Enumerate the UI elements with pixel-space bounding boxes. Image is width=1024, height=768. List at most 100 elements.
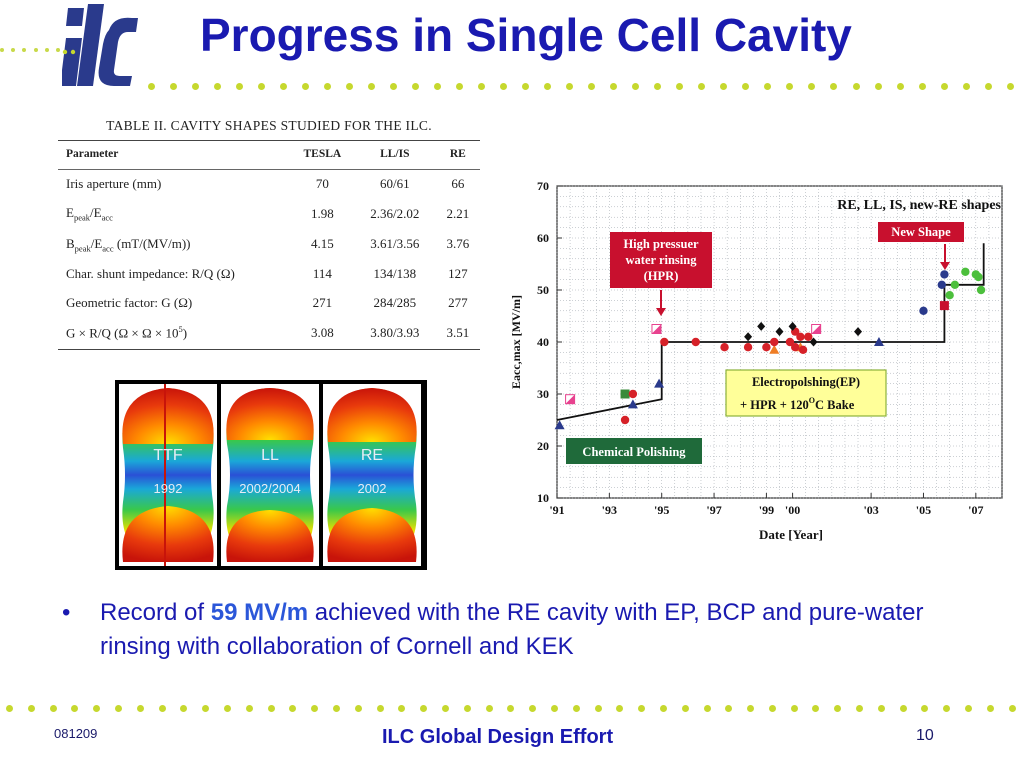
- table-cell: 2.21: [446, 205, 470, 221]
- new-shape-arrow-head: [940, 262, 950, 270]
- table-cell: 3.80/3.93: [370, 324, 420, 340]
- circle-data-point: [937, 280, 946, 289]
- new-shape-label: New Shape: [891, 225, 951, 239]
- x-tick-label: '97: [706, 503, 721, 517]
- cavity-re: RE 2002: [323, 384, 421, 566]
- column-header: RE: [433, 140, 480, 170]
- cavity-ttf-image: [119, 384, 217, 566]
- chart-title: RE, LL, IS, new-RE shapes: [837, 198, 1001, 213]
- row-label: Geometric factor: G (Ω): [66, 295, 193, 311]
- table-cell: 277: [448, 295, 468, 311]
- page-number: 10: [916, 727, 934, 744]
- x-tick-label: '03: [863, 503, 878, 517]
- cavity-year: 2002/2004: [239, 481, 301, 496]
- ep-annotation-box: [725, 369, 887, 417]
- new-shape-box: [878, 222, 964, 242]
- circle-data-point: [796, 332, 805, 341]
- circle-data-point: [798, 345, 808, 354]
- row-label: Bpeak/Eacc (mT/(MV/m)): [66, 235, 191, 254]
- cavity-ll-image: [221, 384, 319, 566]
- y-tick-label: 60: [537, 231, 549, 245]
- triangle-data-point: [654, 378, 665, 388]
- top-left-dot-row: [0, 46, 60, 54]
- circle-data-point: [691, 337, 700, 347]
- cavity-name: RE: [360, 447, 384, 464]
- table-cell: 134/138: [373, 266, 417, 282]
- y-tick-label: 10: [537, 491, 549, 505]
- circle-data-point: [919, 306, 928, 315]
- circle-data-point: [720, 343, 729, 352]
- square-data-point-fill: [651, 324, 661, 334]
- column-header: TESLA: [288, 140, 354, 170]
- circle-data-point: [804, 332, 813, 341]
- circle-data-point: [791, 343, 800, 352]
- circle-data-point: [743, 343, 753, 352]
- x-tick-label: '00: [785, 503, 800, 517]
- diamond-data-point: [744, 332, 753, 342]
- table-cell: 60/61: [379, 176, 410, 191]
- circle-data-point: [660, 337, 669, 347]
- footer-center-text: ILC Global Design Effort: [382, 726, 614, 748]
- table-cell: 3.61/3.56: [370, 236, 420, 252]
- cavity-re-image: [323, 384, 421, 566]
- hpr-annotation-box: [610, 232, 712, 288]
- table-row: Iris aperture (mm) 70 60/61 66: [58, 170, 480, 200]
- footer-date: 081209: [54, 726, 98, 741]
- circle-data-point: [961, 267, 970, 276]
- hpr-arrow-head: [656, 308, 666, 316]
- x-tick-label: '93: [602, 503, 617, 517]
- table-cell: 3.76: [446, 236, 470, 252]
- hpr-line-1: High pressuer: [623, 237, 699, 251]
- diamond-data-point: [809, 337, 818, 347]
- column-header: LL/IS: [353, 140, 434, 170]
- record-value-highlight: 59 MV/m: [210, 599, 309, 626]
- row-label: Char. shunt impedance: R/Q (Ω): [66, 266, 235, 282]
- ep-line-1: Electropolshing(EP): [752, 375, 860, 389]
- row-label: Epeak/Eacc: [66, 205, 113, 223]
- triangle-data-point: [627, 399, 638, 409]
- row-label: G × R/Q (Ω × Ω × 105): [66, 324, 188, 341]
- x-tick-label: '95: [654, 503, 669, 517]
- cavity-ttf: TTF 1992: [119, 384, 217, 566]
- chemical-polishing-box: [566, 438, 702, 464]
- x-tick-label: '05: [916, 503, 931, 517]
- ilc-logo-icon: [62, 4, 138, 86]
- cavity-year: 2002: [357, 481, 387, 496]
- table-cell: 114: [312, 266, 332, 282]
- table-row: Bpeak/Eacc (mT/(MV/m)) 4.15 3.61/3.56 3.…: [58, 230, 480, 261]
- table-cell: 4.15: [310, 236, 334, 252]
- table-cell: 3.51: [446, 324, 470, 340]
- y-tick-label: 70: [537, 179, 549, 193]
- circle-data-point: [620, 415, 630, 425]
- table-row: Epeak/Eacc 1.98 2.36/2.02 2.21: [58, 199, 480, 230]
- x-tick-label: '91: [549, 503, 564, 517]
- triangle-data-point: [873, 337, 884, 346]
- circle-data-point: [940, 270, 949, 279]
- circle-data-point: [950, 280, 960, 289]
- cavity-year: 1992: [153, 481, 183, 496]
- chart-marks: [554, 267, 986, 430]
- y-tick-label: 40: [537, 335, 549, 349]
- table-row: Char. shunt impedance: R/Q (Ω) 114 134/1…: [58, 260, 480, 289]
- slide-title: Progress in Single Cell Cavity: [200, 9, 852, 61]
- diamond-data-point: [788, 321, 797, 331]
- table-row: G × R/Q (Ω × Ω × 105) 3.08 3.80/3.93 3.5…: [58, 318, 480, 349]
- cavity-name: TTF: [153, 447, 183, 464]
- square-data-point: [620, 389, 630, 399]
- ep-line-2: + HPR + 120OC Bake: [740, 396, 855, 412]
- cavity-shapes-table: TABLE II. CAVITY SHAPES STUDIED FOR THE …: [58, 118, 480, 350]
- y-tick-label: 20: [537, 439, 549, 453]
- table-cell: 70: [315, 176, 329, 191]
- square-data-point-fill: [811, 324, 821, 334]
- hpr-line-2: water rinsing: [626, 253, 698, 267]
- footer-dot-row: [6, 704, 1016, 712]
- circle-data-point: [628, 389, 638, 399]
- table-cell: 3.08: [310, 324, 334, 340]
- table-row: Geometric factor: G (Ω) 271 284/285 277: [58, 289, 480, 318]
- eacc-progress-chart: 10 20 30 40 50 60 70 '91 '93 '95 '97 '99 '00 '03 '05 '0…: [509, 179, 1003, 542]
- table-header-row: Parameter TESLA LL/IS RE: [58, 140, 480, 170]
- bullet-icon: •: [62, 599, 71, 626]
- row-label: Iris aperture (mm): [66, 176, 162, 191]
- table-cell: 1.98: [310, 205, 334, 221]
- square-data-point: [939, 301, 949, 311]
